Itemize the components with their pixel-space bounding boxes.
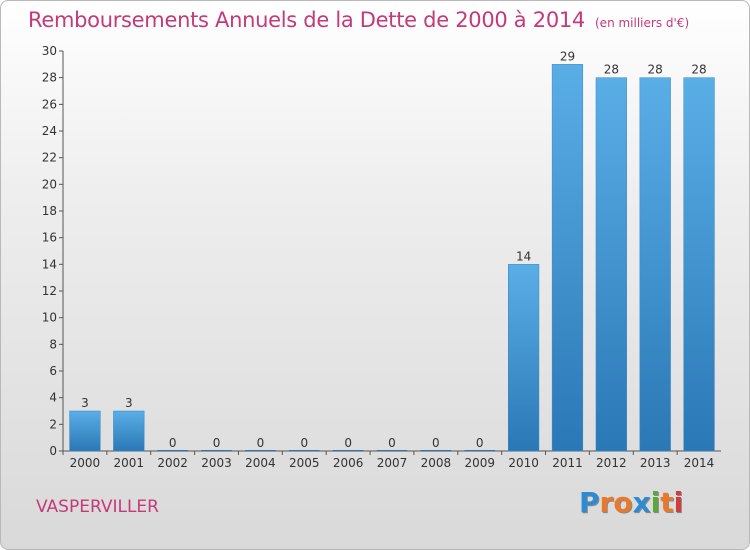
x-axis: 2000 2001 2002 2003 2004 2005 2006 2007 2008 2009… — [62, 450, 721, 470]
y-tick-label: 14 — [42, 257, 57, 271]
bar[interactable] — [551, 64, 584, 452]
bar-value-label: 29 — [560, 49, 575, 63]
bar[interactable] — [332, 450, 364, 451]
logo-letter: r — [599, 486, 614, 519]
y-tick-label: 10 — [42, 311, 57, 325]
y-tick-label: 26 — [42, 97, 57, 111]
bar-value-label: 0 — [476, 436, 484, 450]
bar[interactable] — [376, 450, 408, 451]
x-tick-label: 2002 — [157, 456, 188, 470]
bar-value-label: 0 — [344, 436, 352, 450]
x-tick-label: 2007 — [377, 456, 408, 470]
y-tick-label: 20 — [42, 177, 57, 191]
bar[interactable] — [201, 450, 232, 451]
chart-title: Remboursements Annuels de la Dette de 20… — [28, 8, 689, 32]
y-tick-label: 0 — [49, 444, 57, 458]
bar-value-label: 3 — [81, 396, 89, 410]
x-tick-label: 2004 — [245, 456, 276, 470]
bar-value-label: 28 — [604, 63, 619, 77]
logo-letter: o — [613, 486, 633, 519]
bar[interactable] — [245, 450, 276, 451]
bar[interactable] — [157, 450, 189, 451]
bar-value-label: 0 — [432, 436, 440, 450]
x-tick-label: 2014 — [684, 456, 715, 470]
y-tick-label: 24 — [42, 124, 57, 138]
bar-value-label: 0 — [300, 436, 308, 450]
bar[interactable] — [507, 264, 540, 452]
bar-value-label: 0 — [169, 436, 177, 450]
bar[interactable] — [683, 77, 715, 452]
bar[interactable] — [595, 77, 627, 452]
x-tick-label: 2006 — [333, 456, 364, 470]
y-tick-label: 22 — [42, 151, 57, 165]
y-tick-label: 4 — [49, 391, 57, 405]
logo-letter: i — [673, 486, 684, 519]
bar[interactable] — [464, 450, 496, 451]
bar-value-label: 14 — [516, 249, 531, 263]
x-tick-label: 2011 — [552, 456, 583, 470]
x-tick-label: 2003 — [201, 456, 232, 470]
bar-value-label: 0 — [213, 436, 221, 450]
y-tick-label: 30 — [42, 44, 57, 58]
bar-value-label: 0 — [257, 436, 265, 450]
x-tick-label: 2009 — [464, 456, 495, 470]
bar[interactable] — [639, 77, 671, 452]
y-tick-label: 28 — [42, 71, 57, 85]
y-tick-label: 6 — [49, 364, 57, 378]
x-tick-label: 2012 — [596, 456, 627, 470]
logo-letter: x — [632, 486, 651, 519]
y-tick-label: 2 — [49, 417, 57, 431]
bar[interactable] — [288, 450, 320, 451]
x-tick-label: 2005 — [289, 456, 320, 470]
proxiti-logo[interactable]: Proxiti — [579, 486, 683, 519]
x-tick-label: 2000 — [70, 456, 101, 470]
bar-value-label: 0 — [388, 436, 396, 450]
bar-value-label: 28 — [691, 63, 706, 77]
x-tick-label: 2001 — [114, 456, 145, 470]
bar[interactable] — [69, 410, 101, 452]
y-tick-label: 12 — [42, 284, 57, 298]
y-tick-label: 16 — [42, 231, 57, 245]
logo-letter: P — [579, 486, 600, 519]
y-tick-label: 8 — [49, 337, 57, 351]
bar[interactable] — [113, 410, 145, 452]
logo-letter: t — [660, 486, 674, 519]
chart-subtitle: (en milliers d'€) — [595, 16, 690, 30]
logo-letter: i — [650, 486, 661, 519]
place-name: VASPERVILLER — [36, 497, 159, 517]
bar-value-label: 3 — [125, 396, 133, 410]
x-tick-label: 2010 — [508, 456, 539, 470]
x-tick-label: 2008 — [421, 456, 452, 470]
bar-labels: 3 3 0 0 0 0 0 0 0 0 14 29 28 28 28 — [81, 49, 707, 450]
x-tick-label: 2013 — [640, 456, 671, 470]
bar[interactable] — [420, 450, 452, 451]
y-tick-label: 18 — [42, 204, 57, 218]
bars — [69, 64, 715, 452]
bar-value-label: 28 — [648, 63, 663, 77]
chart-title-text: Remboursements Annuels de la Dette de 20… — [28, 8, 585, 32]
